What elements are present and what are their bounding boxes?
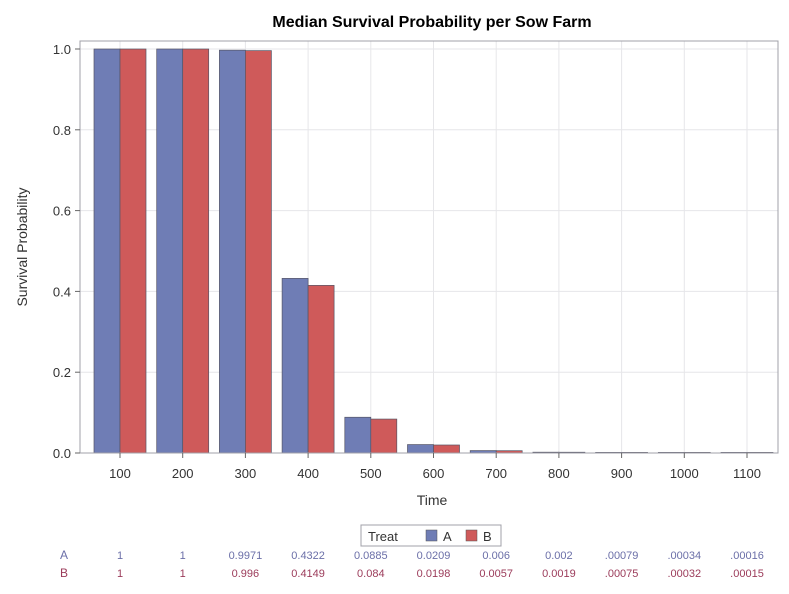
bar-b-400 [307,285,335,454]
bar-a-500 [344,416,372,454]
y-tick-label: 0.0 [53,446,71,461]
table-cell-a: .00034 [667,550,701,562]
legend-swatch-a [425,529,438,542]
x-tick-label: 300 [235,466,257,481]
x-tick-label: 900 [611,466,633,481]
bar-a-300 [219,49,246,454]
x-tick-label: 700 [485,466,507,481]
table-cell-a: .00079 [605,550,639,562]
plot-frame [79,40,779,454]
table-cell-b: 0.0057 [479,568,513,580]
x-tick-label: 600 [423,466,445,481]
x-tick-label: 400 [297,466,319,481]
x-tick-label: 500 [360,466,382,481]
table-cell-a: 1 [117,550,123,562]
value-table: A 1 1 0.9971 0.4322 0.0885 0.0209 0.006 0.002 .00… [60,548,764,580]
x-tick-label: 800 [548,466,570,481]
bar-a-200 [156,48,184,454]
x-tick-label: 200 [172,466,194,481]
table-cell-a: .00016 [730,550,764,562]
table-cell-a: 1 [180,550,186,562]
table-cell-a: 0.9971 [229,550,263,562]
y-tick-label: 0.6 [53,204,71,219]
table-cell-b: 0.996 [232,568,260,580]
chart-title: Median Survival Probability per Sow Farm [272,14,591,31]
table-row-label-b: B [60,566,68,580]
x-axis-ticks: 100 200 300 400 500 600 700 800 900 1000 1100 [109,453,761,481]
table-row-label-a: A [60,548,68,562]
y-tick-label: 1.0 [53,42,71,57]
bar-a-100 [93,48,121,454]
table-cell-a: 0.006 [482,550,510,562]
table-cell-a: 0.0885 [354,550,388,562]
table-cell-b: 1 [117,568,123,580]
table-cell-b: 0.4149 [291,568,325,580]
legend-title: Treat [368,529,398,544]
table-cell-a: 0.002 [545,550,573,562]
legend-swatch-b [465,529,478,542]
bar-b-300 [245,50,272,454]
table-cell-b: .00032 [667,568,701,580]
bar-b-500 [370,418,398,454]
x-tick-label: 100 [109,466,131,481]
bars [93,48,774,454]
table-cell-b: 0.0019 [542,568,576,580]
y-axis-label: Survival Probability [14,187,30,306]
legend: Treat A B [360,524,502,547]
table-cell-b: 0.084 [357,568,385,580]
y-tick-label: 0.2 [53,365,71,380]
table-cell-a: 0.0209 [417,550,451,562]
table-cell-b: 1 [180,568,186,580]
bar-a-600 [407,444,434,454]
legend-label-b: B [483,529,492,544]
table-cell-b: .00075 [605,568,639,580]
y-tick-label: 0.8 [53,123,71,138]
x-tick-label: 1000 [670,466,699,481]
bar-b-600 [433,444,460,454]
legend-label-a: A [443,529,452,544]
y-axis-ticks: 0.0 0.2 0.4 0.6 0.8 1.0 [53,42,80,461]
bar-a-400 [281,278,309,454]
table-cell-b: .00015 [730,568,764,580]
y-tick-label: 0.4 [53,284,71,299]
table-cell-b: 0.0198 [417,568,451,580]
x-tick-label: 1100 [733,466,761,481]
x-axis-label: Time [417,492,448,508]
table-cell-a: 0.4322 [291,550,325,562]
bar-b-100 [119,48,147,454]
bar-b-200 [182,48,210,454]
